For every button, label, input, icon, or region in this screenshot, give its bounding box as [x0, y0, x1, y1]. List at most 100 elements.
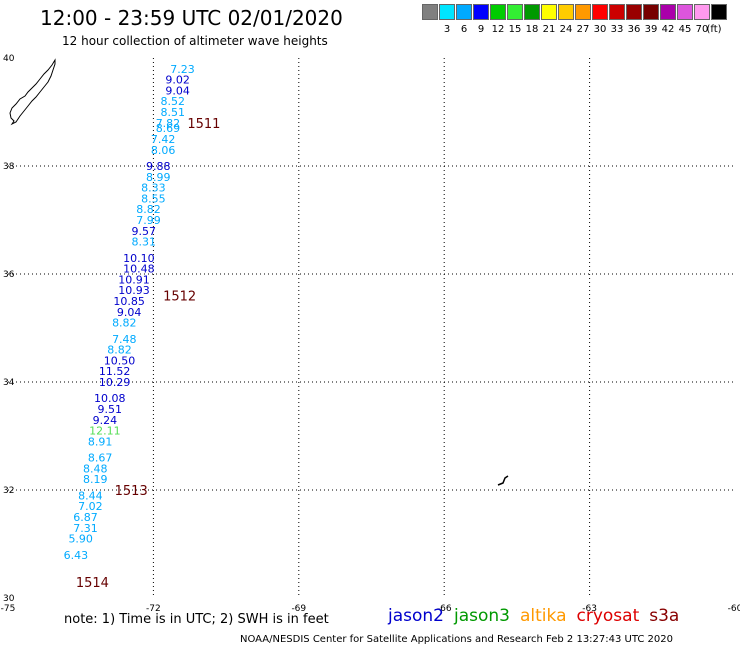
credit-line: NOAA/NESDIS Center for Satellite Applica…: [240, 634, 673, 645]
color-scale-swatch: [524, 4, 540, 20]
wave-height-value: 8.91: [88, 435, 113, 448]
wave-height-value: 8.48: [83, 462, 108, 475]
wave-height-value: 7.23: [170, 63, 195, 76]
x-tick-label: -69: [291, 604, 306, 614]
color-scale-swatch: [677, 4, 693, 20]
wave-height-value: 7.02: [78, 500, 103, 513]
color-scale-swatch: [558, 4, 574, 20]
wave-height-value: 8.82: [107, 344, 132, 357]
time-labels: 1511 1512 1513 1514: [76, 117, 221, 591]
wave-height-value: 6.87: [73, 511, 98, 524]
wave-height-value: 9.51: [98, 403, 123, 416]
y-tick-label: 32: [3, 486, 14, 496]
wave-height-value: 9.04: [165, 84, 190, 97]
wave-height-value: 10.91: [118, 273, 150, 286]
coastline-shape: [9, 58, 56, 126]
page-title: 12:00 - 23:59 UTC 02/01/2020: [40, 6, 343, 30]
color-scale-label: 18: [525, 24, 539, 35]
wave-height-value: 8.82: [136, 203, 161, 216]
wave-height-value: 5.90: [68, 533, 93, 546]
wave-height-value: 10.29: [99, 376, 131, 389]
color-scale-swatch: [592, 4, 608, 20]
coastline: [9, 58, 56, 126]
wave-height-value: 10.08: [94, 392, 126, 405]
wave-height-value: 6.43: [64, 549, 89, 562]
color-scale-label: 33: [610, 24, 624, 35]
wave-height-value: 7.31: [73, 522, 98, 535]
color-scale-label: 70: [695, 24, 709, 35]
wave-height-value: 10.48: [123, 263, 155, 276]
color-scale-label: 9: [477, 24, 485, 35]
color-scale-label: 24: [559, 24, 573, 35]
y-tick-label: 30: [3, 594, 15, 604]
legend-item-jason2: jason2: [388, 606, 444, 626]
wave-height-value: 9.24: [93, 414, 118, 427]
wave-height-value: 8.44: [78, 489, 103, 502]
wave-height-value: 9.02: [165, 74, 190, 87]
color-scale-swatch: [626, 4, 642, 20]
color-scale-label: 15: [508, 24, 522, 35]
x-tick-label: -72: [146, 604, 161, 614]
color-scale-swatch: [643, 4, 659, 20]
wave-height-value: 8.06: [151, 144, 176, 157]
wave-height-labels: 7.239.029.048.528.517.828.697.428.069.88…: [64, 63, 195, 562]
legend-item-cryosat: cryosat: [576, 606, 640, 626]
time-label: 1513: [115, 484, 148, 499]
color-scale-swatch: [473, 4, 489, 20]
wave-height-value: 8.67: [88, 452, 113, 465]
wave-height-value: 10.50: [104, 354, 136, 367]
x-tick-label: -60: [728, 604, 740, 614]
y-tick-label: 36: [3, 270, 15, 280]
x-tick-label: -63: [582, 604, 597, 614]
color-scale-swatch: [575, 4, 591, 20]
wave-height-value: 7.42: [151, 133, 176, 146]
color-scale-label: 36: [627, 24, 641, 35]
y-tick-label: 38: [3, 162, 15, 172]
color-scale-label: 12: [491, 24, 505, 35]
color-scale-swatch: [422, 4, 438, 20]
color-scale-label: 6: [460, 24, 468, 35]
x-tick-label: -75: [1, 604, 16, 614]
legend-item-s3a: s3a: [649, 606, 680, 626]
wave-height-value: 9.04: [117, 306, 142, 319]
color-scale-label: 42: [661, 24, 675, 35]
color-scale-swatch: [456, 4, 472, 20]
wave-height-value: 12.11: [89, 425, 121, 438]
wave-height-value: 8.82: [112, 317, 137, 330]
wave-height-value: 8.55: [141, 192, 166, 205]
wave-height-value: 8.69: [156, 122, 181, 135]
wave-height-value: 7.99: [136, 214, 161, 227]
x-tick-label: -66: [437, 604, 452, 614]
wave-height-value: 11.52: [99, 365, 131, 378]
color-scale-label: 27: [576, 24, 590, 35]
color-scale-label: 21: [542, 24, 556, 35]
time-label: 1511: [187, 117, 220, 132]
y-tick-label: 34: [3, 378, 15, 388]
wave-height-value: 8.99: [146, 171, 171, 184]
wave-height-value: 8.33: [141, 182, 166, 195]
color-scale-swatch: [711, 4, 727, 20]
color-scale-unit: (ft): [706, 24, 722, 35]
wave-height-value: 10.10: [123, 252, 155, 265]
wave-height-value: 10.93: [118, 284, 150, 297]
footnote: note: 1) Time is in UTC; 2) SWH is in fe…: [64, 612, 329, 627]
color-scale-swatch: [439, 4, 455, 20]
wave-height-value: 9.88: [146, 160, 171, 173]
wave-height-value: 8.19: [83, 473, 108, 486]
color-scale-label: 45: [678, 24, 692, 35]
time-label: 1514: [76, 576, 109, 591]
satellite-legend: jason2 jason3 altika cryosat s3a: [388, 606, 689, 626]
wave-height-value: 8.51: [161, 106, 186, 119]
y-tick-label: 40: [3, 54, 15, 64]
wave-height-value: 7.82: [156, 117, 181, 130]
color-scale-label: 30: [593, 24, 607, 35]
island-mark: [497, 475, 509, 486]
wave-height-value: 9.57: [131, 225, 156, 238]
legend-item-jason3: jason3: [454, 606, 510, 626]
wave-height-value: 8.52: [161, 95, 186, 108]
legend-item-altika: altika: [520, 606, 567, 626]
color-scale-swatch: [507, 4, 523, 20]
time-label: 1512: [163, 290, 196, 305]
